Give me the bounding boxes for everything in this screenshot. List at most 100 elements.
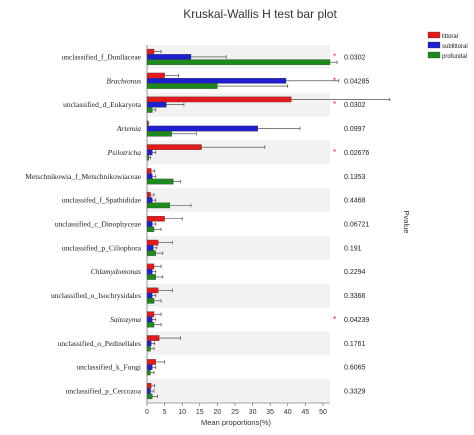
category-label: unclassifed_f_Spathididae bbox=[62, 196, 142, 205]
legend-label-littoral: littoral bbox=[442, 34, 458, 40]
profundal-bar bbox=[146, 321, 155, 328]
pvalue-label: 0.0302 bbox=[344, 54, 366, 61]
profundal-bar bbox=[146, 59, 331, 65]
pvalue-label: 0.1761 bbox=[344, 341, 366, 348]
profundal-bar bbox=[146, 131, 172, 137]
chart-title: Kruskal-Wallis H test bar plot bbox=[183, 7, 337, 21]
profundal-bar bbox=[146, 83, 218, 89]
row-band bbox=[147, 283, 330, 308]
littoral-bar bbox=[146, 383, 152, 389]
category-label: unclassified_o_Isochrysidales bbox=[51, 291, 141, 300]
sublittoral-bar bbox=[146, 125, 259, 132]
significance-marker: * bbox=[333, 52, 336, 61]
category-label: unclassified_f_Dunllaceae bbox=[61, 52, 141, 61]
pvalue-label: 0.2294 bbox=[344, 269, 366, 276]
littoral-bar bbox=[146, 168, 152, 174]
profundal-bar bbox=[146, 250, 156, 256]
category-label: Artemia bbox=[116, 124, 141, 133]
profundal-bar bbox=[146, 178, 174, 185]
category-label: Chlamydomonas bbox=[91, 267, 141, 276]
profundal-bar bbox=[146, 369, 151, 376]
littoral-bar bbox=[146, 72, 165, 79]
significance-marker: * bbox=[333, 315, 336, 324]
pvalue-label: 0.6065 bbox=[344, 365, 366, 372]
pvalue-label: 0.191 bbox=[344, 245, 362, 252]
category-label: unclassified_k_Fungi bbox=[76, 363, 141, 372]
legend-swatch-sublittoral bbox=[427, 41, 441, 49]
littoral-bar bbox=[146, 263, 155, 270]
sublittoral-bar bbox=[146, 54, 192, 60]
row-band bbox=[147, 140, 330, 165]
bar-layer bbox=[146, 48, 391, 400]
x-tick-label: 5 bbox=[163, 409, 167, 416]
significance-marker: * bbox=[333, 100, 336, 109]
sublittoral-bar bbox=[146, 364, 153, 370]
category-label: unclassified_p_Cercozoa bbox=[66, 387, 142, 396]
category-label: Saitozyma bbox=[110, 315, 141, 324]
legend-swatch-littoral bbox=[427, 31, 441, 39]
littoral-bar bbox=[146, 48, 155, 55]
x-tick-label: 50 bbox=[319, 409, 327, 416]
sublittoral-bar bbox=[146, 292, 153, 299]
sublittoral-bar bbox=[146, 173, 153, 180]
littoral-bar bbox=[146, 335, 160, 341]
sublittoral-bar bbox=[146, 245, 154, 251]
sublittoral-bar bbox=[146, 316, 153, 323]
x-tick-label: 20 bbox=[213, 409, 221, 416]
sublittoral-bar bbox=[146, 78, 287, 84]
littoral-bar bbox=[146, 359, 156, 365]
row-band bbox=[147, 235, 330, 260]
littoral-bar bbox=[146, 192, 151, 198]
row-band bbox=[147, 379, 330, 403]
significance-marker: * bbox=[333, 148, 336, 157]
sublittoral-bar bbox=[146, 388, 151, 394]
sublittoral-bar bbox=[146, 197, 153, 203]
x-tick-label: 0 bbox=[145, 409, 149, 416]
chart-legend: littoral sublittoral profundal bbox=[427, 31, 468, 60]
sublittoral-bar bbox=[146, 149, 153, 156]
pvalue-column: 0.0302 * 0.04285 * 0.0302 * 0.0997 0.02676 * 0.13… bbox=[333, 52, 369, 395]
row-band bbox=[147, 188, 330, 213]
x-tick-label: 35 bbox=[266, 409, 274, 416]
profundal-bar bbox=[146, 393, 153, 400]
profundal-bar bbox=[146, 298, 155, 304]
x-tick-label: 30 bbox=[249, 409, 257, 416]
legend-label-profundal: profundal bbox=[442, 54, 467, 60]
category-label: unclassified_c_Dinophyceae bbox=[55, 220, 142, 229]
category-labels: unclassified_f_Dunllaceae Brachionus uncla… bbox=[25, 52, 141, 395]
x-axis: 0 5 10 15 20 25 30 35 40 45 50 bbox=[145, 45, 330, 416]
sublittoral-bar bbox=[146, 340, 152, 347]
legend-swatch-profundal bbox=[427, 51, 441, 59]
pvalue-axis-label: Pvalue bbox=[402, 211, 411, 234]
littoral-bar bbox=[146, 96, 292, 103]
pvalue-label: 0.3366 bbox=[344, 293, 366, 300]
littoral-bar bbox=[146, 239, 159, 246]
pvalue-label: 0.02676 bbox=[344, 150, 369, 157]
category-label: unclassified_d_Eukaryota bbox=[63, 100, 142, 109]
category-label: unclassified_o_Pedinellales bbox=[58, 339, 141, 348]
legend-label-sublittoral: sublittoral bbox=[442, 44, 468, 50]
profundal-bar bbox=[146, 107, 153, 113]
x-tick-label: 10 bbox=[178, 409, 186, 416]
category-label: unclassified_p_Ciliophora bbox=[62, 243, 142, 252]
pvalue-label: 0.06721 bbox=[344, 222, 369, 229]
significance-marker: * bbox=[333, 76, 336, 85]
profundal-bar bbox=[146, 202, 171, 209]
pvalue-label: 0.1353 bbox=[344, 174, 366, 181]
profundal-bar bbox=[146, 226, 155, 233]
pvalue-label: 0.0302 bbox=[344, 102, 366, 109]
profundal-bar bbox=[146, 345, 151, 352]
x-tick-label: 45 bbox=[301, 409, 309, 416]
pvalue-label: 0.04239 bbox=[344, 317, 369, 324]
littoral-bar bbox=[146, 215, 165, 222]
x-tick-label: 15 bbox=[196, 409, 204, 416]
pvalue-label: 0.4468 bbox=[344, 198, 366, 205]
profundal-bar bbox=[146, 274, 156, 280]
x-axis-label: Mean proportions(%) bbox=[201, 418, 272, 427]
x-tick-label: 25 bbox=[231, 409, 239, 416]
category-label: Psilotricha bbox=[107, 148, 142, 157]
pvalue-label: 0.3329 bbox=[344, 389, 366, 396]
littoral-bar bbox=[146, 144, 202, 150]
